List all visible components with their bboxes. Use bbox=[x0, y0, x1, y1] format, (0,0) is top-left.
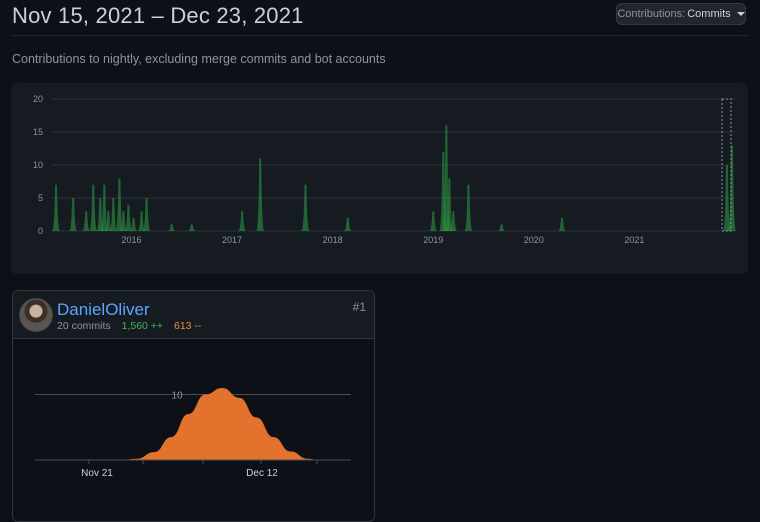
overview-spike bbox=[445, 178, 454, 231]
commit-count: 20 commits bbox=[57, 320, 111, 332]
overview-y-tick: 10 bbox=[33, 160, 43, 170]
contributor-area bbox=[103, 388, 319, 460]
overview-x-tick: 2017 bbox=[222, 235, 242, 245]
overview-spike bbox=[104, 211, 113, 231]
overview-spike bbox=[187, 224, 196, 231]
selection-brush-handle bbox=[721, 98, 732, 232]
overview-y-tick: 15 bbox=[33, 127, 43, 137]
overview-spike bbox=[343, 217, 352, 231]
contributor-name-link[interactable]: DanielOliver bbox=[57, 300, 150, 319]
contributor-x-tick: Nov 21 bbox=[81, 468, 113, 479]
contributor-stats: 20 commits 1,560 ++ 613 -- bbox=[57, 320, 201, 332]
overview-spike bbox=[129, 217, 138, 231]
overview-spike bbox=[89, 184, 98, 231]
header-divider bbox=[12, 35, 748, 36]
overview-y-tick: 20 bbox=[33, 94, 43, 104]
overview-chart-panel[interactable]: 0 5 10 15 20 2016 2017 2018 2019 2020 2021 bbox=[11, 83, 748, 274]
overview-spike bbox=[238, 211, 247, 231]
subtitle: Contributions to nightly, excluding merg… bbox=[12, 52, 386, 66]
overview-spike bbox=[52, 184, 61, 231]
overview-spike bbox=[497, 224, 506, 231]
overview-spike bbox=[137, 211, 146, 231]
contributor-chart: 10 Nov 21 Dec 12 bbox=[35, 388, 351, 479]
avatar[interactable] bbox=[19, 298, 53, 332]
contributor-card: DanielOliver #1 20 commits 1,560 ++ 613 … bbox=[12, 290, 375, 522]
contributor-header: DanielOliver #1 20 commits 1,560 ++ 613 … bbox=[13, 291, 374, 339]
overview-x-tick: 2018 bbox=[323, 235, 343, 245]
overview-x-tick: 2020 bbox=[524, 235, 544, 245]
overview-spike bbox=[100, 184, 109, 231]
overview-x-tick: 2021 bbox=[624, 235, 644, 245]
contributor-x-tick: Dec 12 bbox=[246, 468, 278, 479]
overview-spike bbox=[167, 224, 176, 231]
deletions-count: 613 -- bbox=[174, 320, 202, 332]
overview-y-tick: 0 bbox=[38, 226, 43, 236]
additions-count: 1,560 ++ bbox=[121, 320, 164, 332]
overview-spike bbox=[124, 204, 133, 231]
overview-spike bbox=[142, 198, 151, 231]
overview-spike bbox=[727, 145, 736, 231]
overview-x-tick: 2019 bbox=[423, 235, 443, 245]
overview-spike bbox=[557, 217, 566, 231]
contributor-y-tick: 10 bbox=[171, 391, 183, 402]
select-value: Commits bbox=[687, 8, 731, 20]
overview-spike bbox=[301, 184, 310, 231]
overview-spike bbox=[69, 198, 78, 231]
overview-spike bbox=[119, 211, 128, 231]
contributions-type-select[interactable]: Contributions: Commits bbox=[616, 3, 746, 25]
contributor-rank: #1 bbox=[352, 300, 366, 314]
page-title: Nov 15, 2021 – Dec 23, 2021 bbox=[12, 3, 304, 28]
overview-spike bbox=[449, 211, 458, 231]
overview-y-tick: 5 bbox=[38, 193, 43, 203]
overview-spike bbox=[722, 165, 731, 231]
caret-down-icon bbox=[736, 12, 745, 16]
overview-x-tick: 2016 bbox=[121, 235, 141, 245]
overview-chart[interactable]: 0 5 10 15 20 2016 2017 2018 2019 2020 2021 bbox=[11, 83, 748, 274]
overview-spike bbox=[429, 211, 438, 231]
overview-spike bbox=[256, 158, 265, 231]
overview-spike bbox=[109, 198, 118, 231]
select-prefix: Contributions: bbox=[617, 8, 686, 20]
overview-spike bbox=[82, 211, 91, 231]
overview-spike bbox=[115, 178, 124, 231]
overview-spike bbox=[464, 184, 473, 231]
